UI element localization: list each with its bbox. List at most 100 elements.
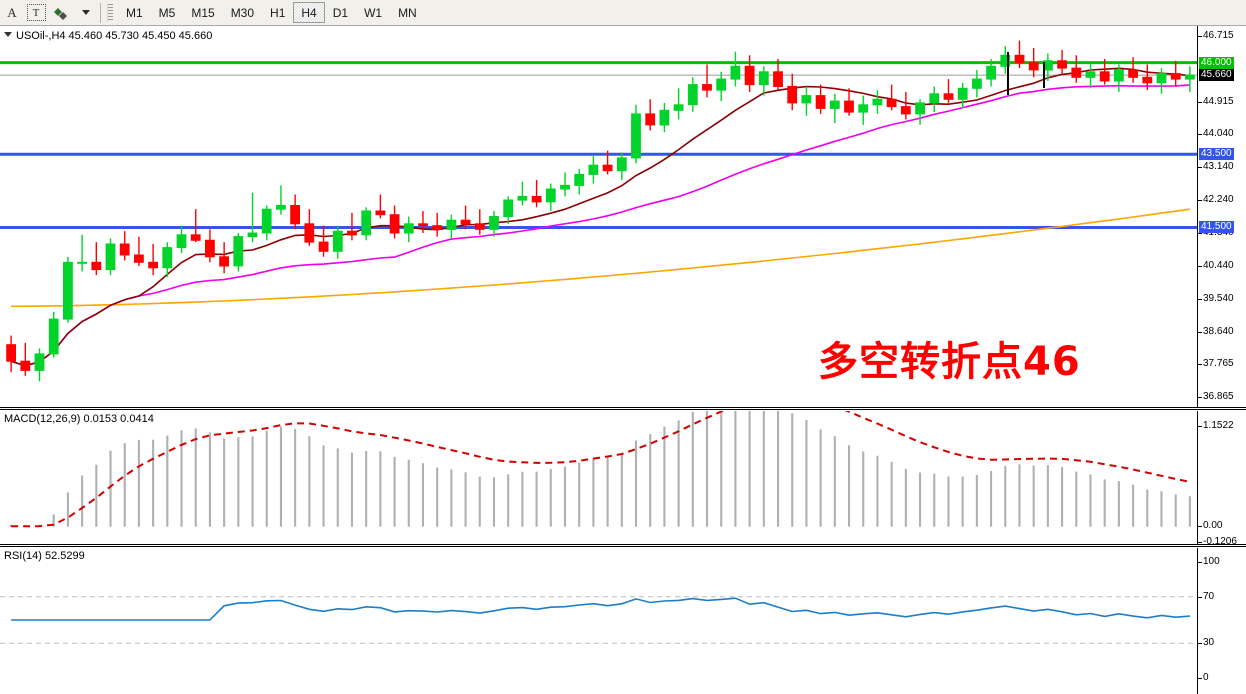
timeframe-d1[interactable]: D1: [332, 5, 349, 20]
candle: [730, 51, 741, 87]
toolbar-drag-handle[interactable]: [107, 3, 113, 22]
panel-separator-2: [0, 544, 1246, 547]
toolbar: A T M1 M5 M15 M30 H1 H4 D1 W1 MN: [0, 0, 1246, 26]
candle: [6, 335, 16, 373]
rsi-axis-tick: [1198, 643, 1202, 645]
chart-annotation-text[interactable]: 多空转折点46: [818, 339, 1081, 385]
price-axis-label: 40.440: [1203, 260, 1234, 272]
candle: [773, 58, 783, 91]
candle: [432, 212, 443, 237]
candle: [858, 95, 869, 125]
rsi-axis[interactable]: 100 70 30 0: [1197, 548, 1246, 694]
candle: [1057, 49, 1067, 74]
candle: [91, 242, 102, 276]
candle: [616, 152, 627, 180]
candle: [801, 86, 812, 116]
price-axis-tick: [1198, 233, 1202, 235]
candle: [645, 99, 656, 131]
candle: [702, 64, 712, 98]
candle: [687, 77, 698, 113]
rsi-axis-label: 0: [1203, 672, 1209, 683]
candle: [290, 194, 301, 230]
candle: [1028, 47, 1039, 78]
candle: [972, 69, 982, 98]
candle: [48, 311, 59, 358]
candle: [148, 243, 158, 276]
candle: [134, 236, 144, 266]
macd-plot[interactable]: [0, 411, 1197, 544]
candle: [233, 232, 244, 272]
candle: [403, 216, 414, 243]
price-plot[interactable]: [0, 26, 1197, 407]
candle: [815, 84, 826, 114]
timeframe-m15[interactable]: M15: [191, 5, 215, 20]
candle: [489, 211, 499, 237]
candle: [545, 183, 556, 212]
candle: [900, 91, 911, 120]
price-axis-tick: [1198, 134, 1202, 136]
timeframe-m1[interactable]: M1: [126, 5, 143, 20]
candle: [886, 84, 897, 111]
candle: [446, 214, 457, 239]
timeframe-m30[interactable]: M30: [230, 5, 255, 20]
candle: [318, 225, 329, 257]
candle: [503, 196, 514, 224]
shapes-icon[interactable]: [49, 2, 71, 24]
price-tag-current-price[interactable]: 45.660: [1199, 69, 1234, 82]
price-axis-tick: [1198, 364, 1202, 366]
timeframe-m5[interactable]: M5: [158, 5, 176, 20]
price-tag-support-43-5[interactable]: 43.500: [1199, 148, 1234, 161]
candle: [389, 205, 400, 239]
timeframe-mn[interactable]: MN: [398, 5, 417, 20]
price-axis-label: 46.715: [1203, 30, 1234, 42]
candle: [531, 179, 542, 208]
candle: [673, 88, 684, 120]
candle: [261, 205, 272, 241]
price-tag-support-41-5[interactable]: 41.500: [1199, 221, 1234, 234]
candle: [574, 168, 585, 195]
rsi-line: [11, 597, 1190, 621]
rsi-plot[interactable]: [0, 548, 1197, 694]
shapes-dropdown-arrow[interactable]: [73, 2, 95, 24]
candle: [205, 229, 215, 263]
price-axis-label: 39.540: [1203, 293, 1234, 305]
candle: [1014, 40, 1025, 69]
candle: [20, 342, 31, 376]
price-panel-title: USOil-,H4 45.460 45.730 45.450 45.660: [4, 30, 212, 42]
chart-area[interactable]: USOil-,H4 45.460 45.730 45.450 45.660 46…: [0, 26, 1246, 694]
timeframe-w1[interactable]: W1: [364, 5, 383, 20]
rsi-axis-label: 100: [1203, 556, 1220, 567]
candle: [929, 86, 940, 113]
collapse-caret-icon[interactable]: [4, 32, 12, 37]
price-axis-label: 42.240: [1203, 194, 1234, 206]
text-box-icon[interactable]: T: [25, 2, 47, 24]
candle: [119, 231, 130, 261]
price-tag-resistance-46[interactable]: 46.000: [1199, 56, 1234, 69]
price-panel[interactable]: USOil-,H4 45.460 45.730 45.450 45.660 46…: [0, 26, 1246, 407]
candle: [190, 209, 201, 243]
price-axis-tick: [1198, 102, 1202, 104]
candle: [915, 99, 926, 125]
candle: [716, 71, 727, 102]
price-axis-tick: [1198, 332, 1202, 334]
macd-axis[interactable]: 1.1522 0.00 -0.1206: [1197, 411, 1246, 547]
macd-panel[interactable]: MACD(12,26,9) 0.0153 0.0414 1.1522 0.00 -0…: [0, 411, 1246, 547]
timeframe-h1[interactable]: H1: [270, 5, 286, 20]
candle: [1170, 60, 1181, 87]
candle: [758, 66, 769, 96]
candle: [829, 93, 840, 124]
candle: [332, 225, 343, 259]
macd-panel-title: MACD(12,26,9) 0.0153 0.0414: [4, 413, 154, 425]
candle: [1156, 68, 1167, 94]
candle: [219, 242, 229, 274]
letter-a-icon[interactable]: A: [7, 4, 17, 20]
candle: [1085, 62, 1096, 89]
rsi-panel[interactable]: RSI(14) 52.5299 100 70 30 0: [0, 548, 1246, 694]
candle: [957, 82, 968, 109]
macd-axis-label: -0.1206: [1203, 536, 1237, 547]
macd-axis-tick: [1198, 542, 1202, 543]
candle: [631, 104, 641, 164]
panel-separator-1: [0, 407, 1246, 410]
price-axis[interactable]: 46.71544.91544.04043.14042.24041.34040.4…: [1197, 26, 1246, 407]
timeframe-h4[interactable]: H4: [293, 2, 325, 23]
